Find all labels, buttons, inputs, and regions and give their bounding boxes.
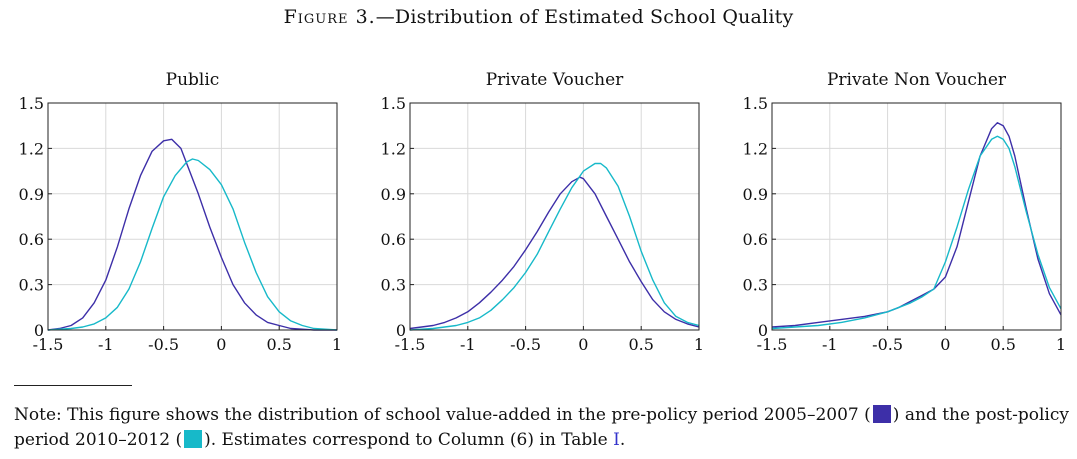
note-text-3: ). Estimates correspond to Column (6) in… [204, 430, 614, 450]
chart-private-non-voucher: -1.5 -1 -0.5 0 0.5 1 0 0.3 0.6 0.9 1.2 1.5 Private N… [743, 70, 1067, 354]
chart-public: -1.5 -1 -0.5 0 0.5 1 0 0.3 0.6 0.9 1.2 1.5 Public [19, 70, 343, 354]
y-tick-label: 1.5 [381, 94, 406, 113]
chart-private-voucher: -1.5 -1 -0.5 0 0.5 1 0 0.3 0.6 0.9 1.2 1.5 Private V… [381, 70, 705, 354]
x-tick-label: 0.5 [990, 335, 1015, 354]
x-tick-label: 0.5 [266, 335, 291, 354]
figure-title-text: —Distribution of Estimated School Qualit… [375, 6, 794, 28]
x-tick-label: 1 [332, 335, 342, 354]
y-tick-label: 1.5 [743, 94, 768, 113]
figure-title: Figure 3.—Distribution of Estimated Scho… [0, 6, 1077, 28]
pre-policy-density-line [409, 176, 700, 330]
y-tick-label: 1.2 [19, 139, 44, 158]
x-tick-label: -1 [822, 335, 838, 354]
pre-policy-density-line [771, 122, 1062, 328]
y-tick-label: 0.6 [19, 230, 44, 249]
x-tick-label: -0.5 [510, 335, 541, 354]
note-text-2: ) and the post-policy period 2010–2012 ( [14, 405, 1069, 450]
x-tick-label: -1 [460, 335, 476, 354]
post-policy-density-line [771, 135, 1062, 330]
x-tick-label: -1.5 [33, 335, 64, 354]
y-tick-label: 0 [34, 321, 44, 340]
x-tick-label: 1 [694, 335, 704, 354]
y-tick-label: 0.9 [19, 185, 44, 204]
x-tick-label: 0 [216, 335, 226, 354]
x-tick-label: -1.5 [395, 335, 426, 354]
y-tick-label: 0.3 [381, 276, 406, 295]
pre-policy-swatch [872, 405, 891, 423]
x-tick-label: 1 [1056, 335, 1066, 354]
chart-title: Private Non Voucher [827, 70, 1007, 90]
y-tick-label: 0.9 [743, 185, 768, 204]
figure-label: Figure 3. [283, 6, 376, 28]
x-tick-label: -1.5 [757, 335, 788, 354]
figure-note: Note: This figure shows the distribution… [14, 403, 1074, 453]
post-policy-density-line [47, 158, 338, 331]
post-policy-swatch [184, 430, 203, 448]
plot-frame [409, 102, 700, 331]
plot-frame [47, 102, 338, 331]
note-text-4: . [619, 430, 626, 450]
y-tick-label: 0 [758, 321, 768, 340]
x-tick-label: -0.5 [148, 335, 179, 354]
table-reference-link[interactable]: I [613, 430, 620, 450]
x-tick-label: 0 [940, 335, 950, 354]
y-tick-label: 0.6 [381, 230, 406, 249]
y-tick-label: 1.2 [743, 139, 768, 158]
y-tick-label: 0 [396, 321, 406, 340]
plot-frame [771, 102, 1062, 331]
y-tick-label: 1.5 [19, 94, 44, 113]
y-tick-label: 0.3 [743, 276, 768, 295]
y-tick-label: 0.6 [743, 230, 768, 249]
x-tick-label: -1 [98, 335, 114, 354]
note-text-1: Note: This figure shows the distribution… [14, 405, 871, 425]
x-tick-label: -0.5 [872, 335, 903, 354]
x-tick-label: 0.5 [628, 335, 653, 354]
x-tick-label: 0 [578, 335, 588, 354]
y-tick-label: 0.9 [381, 185, 406, 204]
chart-title: Private Voucher [486, 70, 624, 90]
chart-title: Public [166, 70, 220, 90]
post-policy-density-line [409, 162, 700, 331]
y-tick-label: 1.2 [381, 139, 406, 158]
footnote-rule [14, 385, 132, 386]
y-tick-label: 0.3 [19, 276, 44, 295]
figure-charts: -1.5 -1 -0.5 0 0.5 100.30.60.91.21.5Public-1.… [19, 70, 1067, 354]
pre-policy-density-line [47, 138, 337, 331]
